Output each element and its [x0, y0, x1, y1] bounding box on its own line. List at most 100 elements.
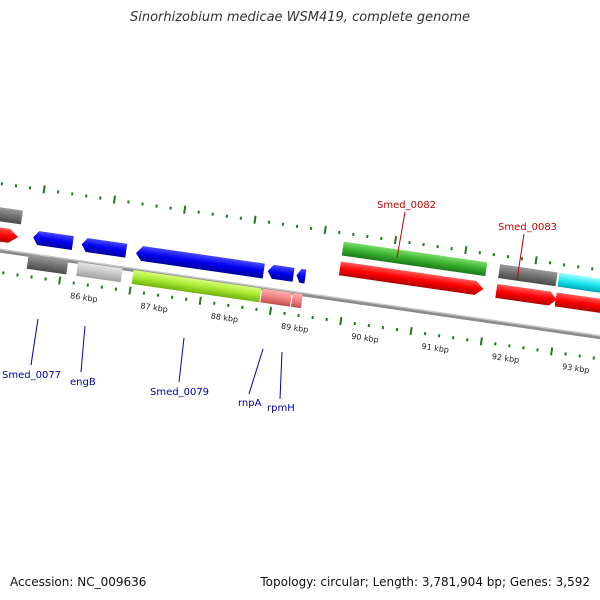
lower-tick-mark: [423, 332, 427, 336]
lower-tick-mark: [128, 286, 132, 295]
lower-tick-mark: [156, 293, 160, 297]
gene-engb-arrow: [81, 238, 128, 258]
upper-tick-mark: [520, 257, 524, 261]
gene-smed-0083-cds: [498, 264, 558, 287]
tick-label-88kbp: 88 kbp: [210, 311, 239, 324]
upper-tick-mark: [464, 246, 468, 255]
upper-tick-mark: [548, 261, 552, 265]
gene-rnpa-cds: [260, 288, 292, 307]
upper-tick-mark: [112, 195, 116, 204]
upper-tick-mark: [127, 200, 130, 204]
upper-tick-mark: [393, 235, 398, 245]
gene-label-smed-0083: Smed_0083: [498, 222, 557, 233]
lower-tick-mark: [437, 334, 441, 338]
gene-smed-0077-cds: [26, 254, 69, 275]
gene-smed-0083-arrow: [495, 283, 557, 306]
feature-partial-gray: [0, 204, 23, 225]
lower-tick-mark: [325, 317, 328, 322]
lower-tick-mark: [466, 338, 469, 342]
lower-tick-mark: [184, 297, 188, 301]
leader-smed-0077: [30, 318, 39, 366]
gene-label-rpmh: rpmH: [267, 403, 295, 414]
gene-label-smed-0079: Smed_0079: [150, 387, 209, 398]
leader-smed-0082: [396, 211, 406, 259]
lower-tick-mark: [44, 277, 47, 281]
lower-tick-mark: [227, 303, 230, 307]
upper-tick-mark: [197, 210, 200, 214]
lower-tick-mark: [114, 287, 118, 291]
gene-smed-0077-arrow: [33, 231, 74, 250]
upper-tick-mark: [338, 230, 341, 235]
upper-tick-mark: [225, 214, 229, 218]
lower-tick-mark: [30, 275, 33, 279]
lower-tick-mark: [86, 283, 89, 287]
lower-tick-mark: [550, 347, 554, 356]
lower-tick-mark: [58, 276, 62, 285]
lower-tick-mark: [578, 354, 581, 358]
page-title: Sinorhizobium medicae WSM419, complete g…: [129, 10, 471, 25]
upper-tick-mark: [295, 224, 299, 228]
gene-label-engb: engB: [70, 377, 96, 388]
gene-label-smed-0077: Smed_0077: [2, 370, 61, 381]
lower-tick-row: [2, 271, 595, 360]
upper-tick-mark: [323, 225, 327, 234]
upper-tick-mark: [506, 255, 510, 259]
lower-tick-mark: [494, 342, 497, 346]
tick-label-90kbp: 90 kbp: [351, 332, 380, 345]
upper-tick-mark: [85, 194, 88, 198]
upper-tick-mark: [450, 246, 453, 251]
lower-tick-mark: [381, 325, 385, 330]
lower-tick-mark: [213, 301, 216, 305]
feature-partial-red: [0, 224, 19, 243]
gene-smed-0082-arrow: [338, 261, 484, 295]
upper-tick-mark: [267, 220, 271, 224]
upper-tick-mark: [534, 256, 538, 265]
leader-rnpa: [248, 348, 264, 395]
upper-tick-mark: [366, 234, 369, 239]
lower-tick-mark: [2, 271, 5, 275]
lower-tick-mark: [508, 344, 511, 348]
gene-label-rnpa: rnpA: [238, 398, 262, 409]
lower-tick-mark: [479, 337, 483, 346]
gene-next-arrow: [554, 292, 600, 322]
lower-tick-mark: [339, 316, 343, 326]
gene-next-cds: [557, 272, 600, 300]
gene-rpmh-cds: [290, 292, 303, 309]
upper-tick-mark: [478, 251, 481, 255]
tick-label-86kbp: 86 kbp: [70, 291, 99, 304]
upper-tick-mark: [14, 184, 18, 188]
upper-tick-mark: [436, 244, 439, 249]
lower-tick-mark: [198, 296, 202, 305]
upper-tick-mark: [141, 202, 144, 206]
upper-tick-mark: [99, 196, 102, 200]
gene-label-smed-0082: Smed_0082: [377, 200, 436, 211]
upper-tick-mark: [183, 205, 187, 214]
lower-tick-mark: [100, 285, 104, 289]
lower-tick-mark: [170, 295, 174, 299]
lower-tick-mark: [283, 311, 286, 316]
upper-tick-mark: [309, 226, 313, 230]
lower-tick-mark: [16, 273, 19, 277]
upper-tick-mark: [211, 212, 214, 216]
tick-label-92kbp: 92 kbp: [491, 352, 520, 365]
lower-tick-mark: [522, 346, 525, 350]
tick-label-87kbp: 87 kbp: [140, 301, 169, 314]
upper-tick-mark: [562, 263, 566, 267]
tick-label-91kbp: 91 kbp: [421, 342, 450, 355]
gene-smed-0079-arrow: [136, 246, 265, 279]
tick-label-89kbp: 89 kbp: [280, 322, 309, 335]
gene-smed-0079-cds: [131, 269, 262, 303]
upper-tick-mark: [0, 182, 4, 186]
upper-tick-mark: [56, 190, 60, 194]
leader-smed-0079: [178, 337, 185, 383]
gene-rnpa-arrow: [267, 264, 295, 282]
genome-backbone-highlight: [0, 240, 600, 345]
genome-summary-text: Topology: circular; Length: 3,781,904 bp…: [260, 575, 590, 589]
upper-tick-mark: [492, 253, 496, 257]
lower-tick-mark: [353, 321, 357, 326]
upper-tick-mark: [576, 265, 580, 269]
lower-tick-mark: [592, 356, 595, 360]
lower-tick-mark: [241, 305, 244, 309]
tick-label-93kbp: 93 kbp: [562, 362, 591, 375]
lower-tick-mark: [395, 328, 399, 332]
